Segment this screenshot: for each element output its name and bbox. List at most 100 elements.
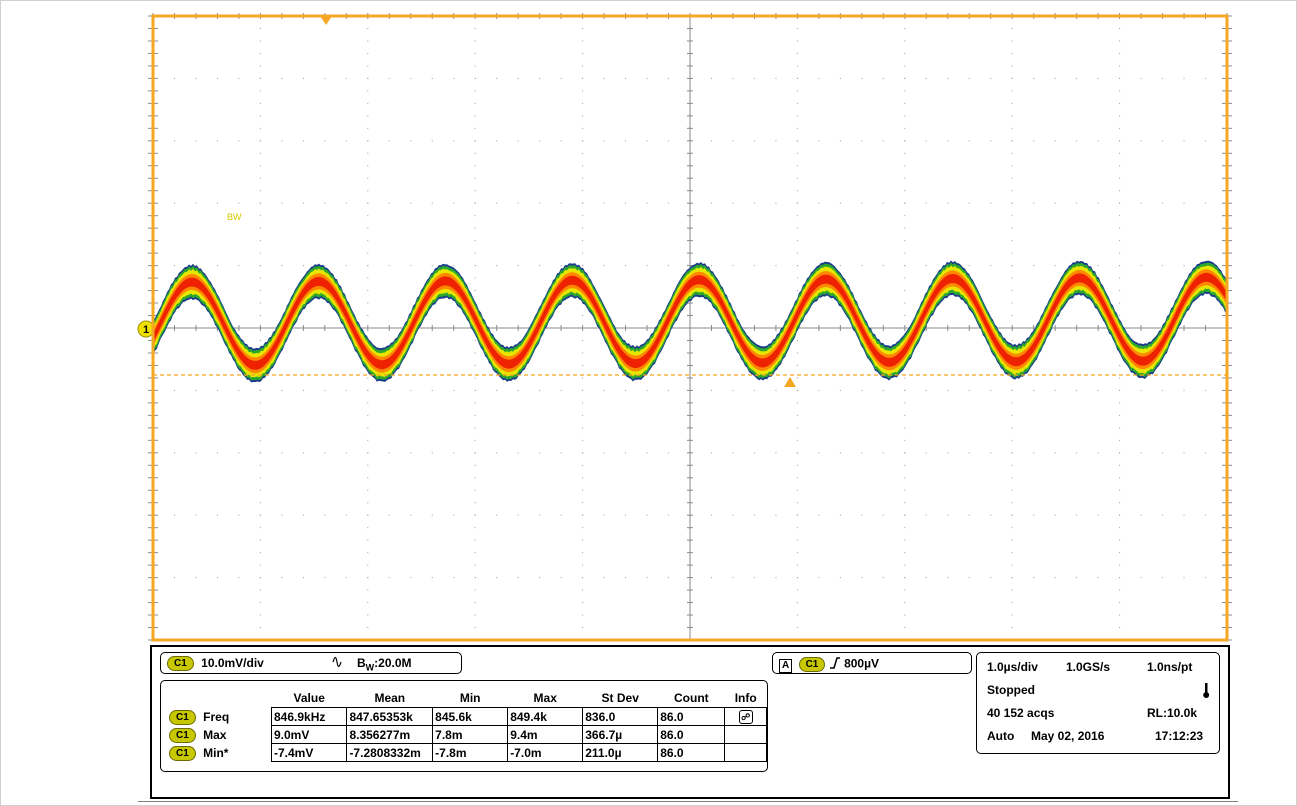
grid-dot [367,65,369,67]
grid-dot [539,265,541,267]
grid-dot [1205,452,1207,454]
grid-dot [216,77,218,79]
grid-dot [839,265,841,267]
grid-dot [753,77,755,79]
grid-dot [1054,514,1056,516]
grid-dot [1140,140,1142,142]
grid-dot [496,577,498,579]
grid-dot [474,40,476,42]
grid-dot [904,215,906,217]
grid-dot [904,627,906,629]
grid-dot [603,77,605,79]
grid-dot [1011,527,1013,529]
column-header: Mean [374,691,406,705]
graticule [148,13,1232,641]
grid-dot [582,352,584,354]
grid-dot [324,389,326,391]
grid-dot [1183,140,1185,142]
grid-dot [796,165,798,167]
grid-dot [1119,165,1121,167]
grid-dot [517,77,519,79]
waveform-display[interactable]: 1 BW [0,0,1297,645]
grid-dot [367,477,369,479]
grid-dot [474,414,476,416]
grid-dot [904,202,906,204]
grid-dot [474,427,476,429]
grid-dot [410,77,412,79]
grid-dot [796,564,798,566]
grid-dot [796,339,798,341]
grid-dot [1033,140,1035,142]
grid-dot [1119,527,1121,529]
grid-dot [259,265,261,267]
acquisition-panel[interactable]: 1.0µs/div 1.0GS/s 1.0ns/pt Stopped 40 15… [976,652,1220,754]
grid-dot [1140,389,1142,391]
grid-dot [1011,302,1013,304]
grid-dot [453,514,455,516]
grid-dot [582,52,584,54]
grid-dot [904,539,906,541]
grid-dot [1140,202,1142,204]
channel-1-settings-panel[interactable]: C1 10.0mV/div BW:20.0M [160,652,462,674]
cell-max: 849.4k [507,707,584,726]
grid-dot [668,77,670,79]
grid-dot [474,339,476,341]
grid-dot [947,77,949,79]
grid-dot [539,577,541,579]
grid-dot [560,514,562,516]
grid-dot [818,514,820,516]
measurement-panel[interactable]: C1 Freq C1 Max C1 Min* Value Mean Min Ma… [160,680,768,772]
grid-dot [259,127,261,129]
grid-dot [582,190,584,192]
grid-dot [904,402,906,404]
grid-dot [904,439,906,441]
grid-dot [582,502,584,504]
grid-dot [796,52,798,54]
grid-dot [367,52,369,54]
grid-dot [259,577,261,579]
cell-info[interactable]: ☍ [724,707,767,726]
grid-dot [560,577,562,579]
grid-dot [410,202,412,204]
cell-min: 845.6k [432,707,509,726]
grid-dot [1162,140,1164,142]
grid-dot [668,202,670,204]
grid-dot [582,252,584,254]
grid-dot [1140,577,1142,579]
grid-dot [367,577,369,579]
grid-dot [1011,65,1013,67]
table-row: -7.4mV -7.2808332m -7.8m -7.0m 211.0µ 86… [270,743,767,762]
grid-dot [818,389,820,391]
ac-coupling-icon [331,655,343,672]
info-icon[interactable]: ☍ [738,710,753,724]
grid-dot [453,140,455,142]
grid-dot [1011,514,1013,516]
grid-dot [1011,90,1013,92]
grid-dot [796,277,798,279]
trigger-position-marker-top[interactable] [320,16,332,25]
grid-dot [259,602,261,604]
grid-dot [861,77,863,79]
date-display: May 02, 2016 [1031,729,1105,743]
grid-dot [796,602,798,604]
grid-dot [625,452,627,454]
grid-dot [238,577,240,579]
grid-dot [216,265,218,267]
grid-dot [474,177,476,179]
grid-dot [1011,452,1013,454]
measurement-name: Min* [203,746,229,760]
grid-dot [539,77,541,79]
trigger-position-marker-bottom[interactable] [784,377,796,387]
grid-dot [753,577,755,579]
column-header: Value [293,691,325,705]
grid-dot [474,227,476,229]
grid-dot [1011,202,1013,204]
grid-dot [1011,589,1013,591]
grid-dot [582,439,584,441]
trigger-settings-panel[interactable]: A C1 800µV [772,652,972,674]
grid-dot [259,40,261,42]
grid-dot [195,140,197,142]
grid-dot [173,77,175,79]
grid-dot [410,265,412,267]
bandwidth-value: :20.0M [374,656,412,670]
